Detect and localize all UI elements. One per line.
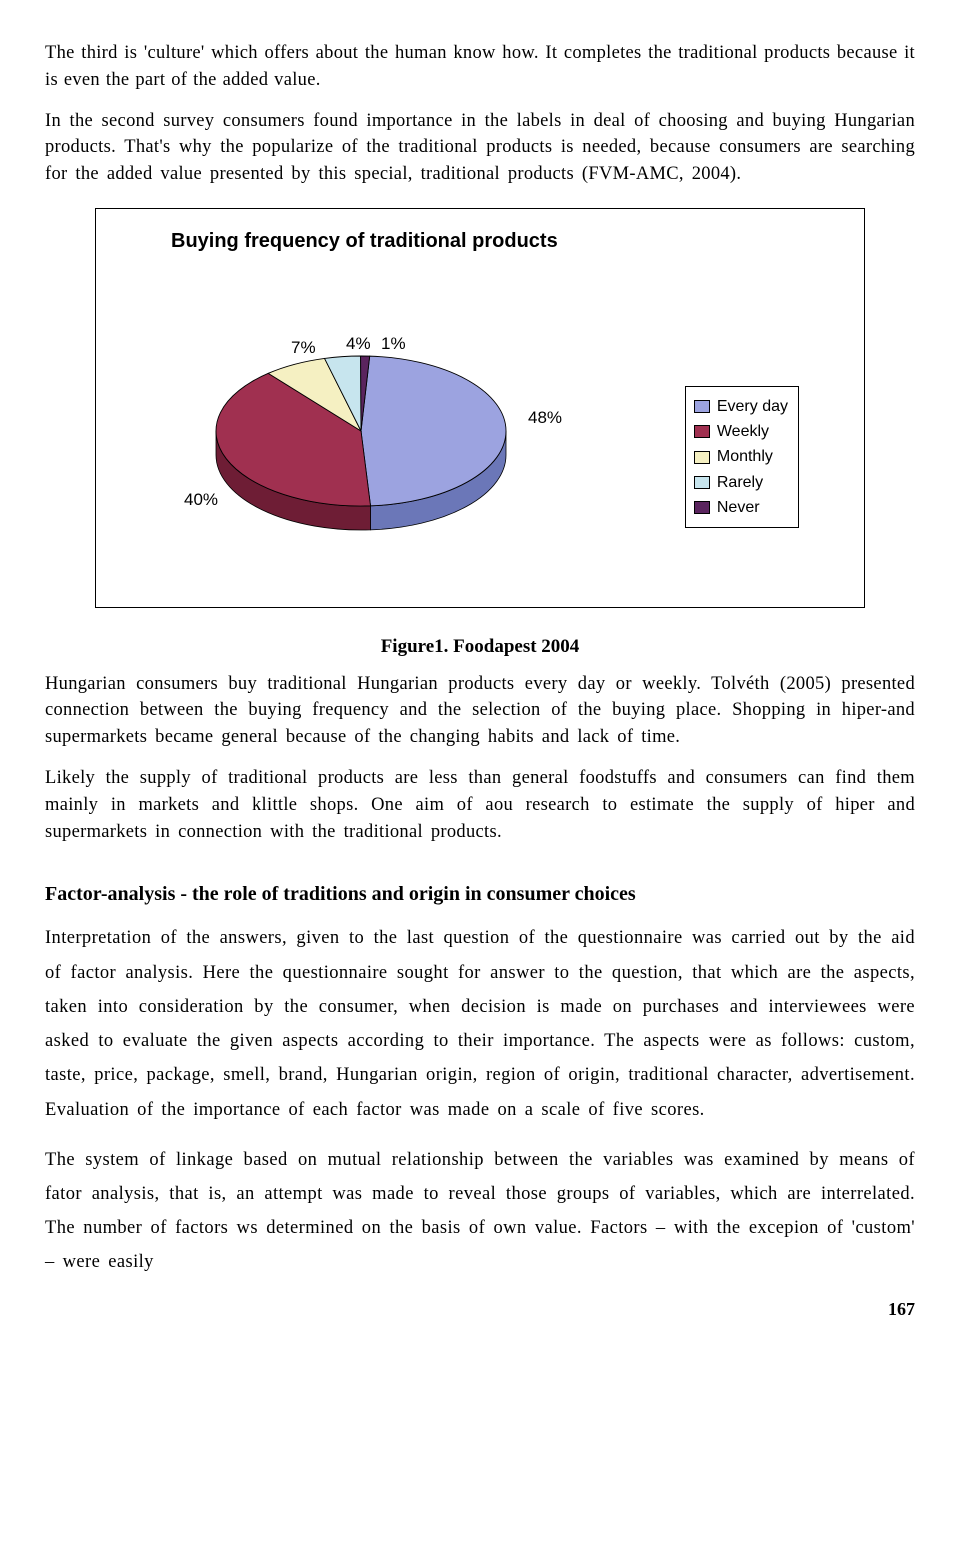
pie-percent-label: 48% [528, 406, 562, 431]
legend-swatch [694, 425, 710, 438]
chart-title: Buying frequency of traditional products [171, 227, 844, 256]
paragraph-intro-1: The third is 'culture' which offers abou… [45, 40, 915, 94]
legend-label: Weekly [717, 420, 769, 443]
legend-item: Never [694, 496, 788, 519]
legend-label: Every day [717, 395, 788, 418]
legend-swatch [694, 476, 710, 489]
legend-item: Weekly [694, 420, 788, 443]
paragraph-factor-1: Interpretation of the answers, given to … [45, 921, 915, 1126]
paragraph-factor-2: The system of linkage based on mutual re… [45, 1143, 915, 1280]
chart-area: 48% 40% 7% 4% 1% Every dayWeeklyMonthly Rarel… [116, 256, 844, 596]
legend-item: Rarely [694, 471, 788, 494]
paragraph-intro-2: In the second survey consumers found imp… [45, 108, 915, 188]
legend-swatch [694, 501, 710, 514]
legend-item: Monthly [694, 445, 788, 468]
legend-swatch [694, 451, 710, 464]
pie-percent-label: 1% [381, 332, 406, 357]
figure-caption: Figure1. Foodapest 2004 [45, 633, 915, 661]
legend-label: Never [717, 496, 760, 519]
page-number: 167 [45, 1296, 915, 1322]
chart-container: Buying frequency of traditional products… [95, 208, 865, 608]
legend: Every dayWeeklyMonthly RarelyNever [685, 386, 799, 528]
legend-label: Monthly [717, 445, 773, 468]
section-heading: Factor-analysis - the role of traditions… [45, 880, 915, 909]
pie-percent-label: 40% [184, 488, 218, 513]
legend-swatch [694, 400, 710, 413]
paragraph-after-fig-1: Hungarian consumers buy traditional Hung… [45, 671, 915, 751]
legend-label: Rarely [717, 471, 763, 494]
paragraph-after-fig-2: Likely the supply of traditional product… [45, 765, 915, 845]
legend-item: Every day [694, 395, 788, 418]
pie-percent-label: 7% [291, 336, 316, 361]
pie-chart [211, 341, 511, 531]
pie-percent-label: 4% [346, 332, 371, 357]
